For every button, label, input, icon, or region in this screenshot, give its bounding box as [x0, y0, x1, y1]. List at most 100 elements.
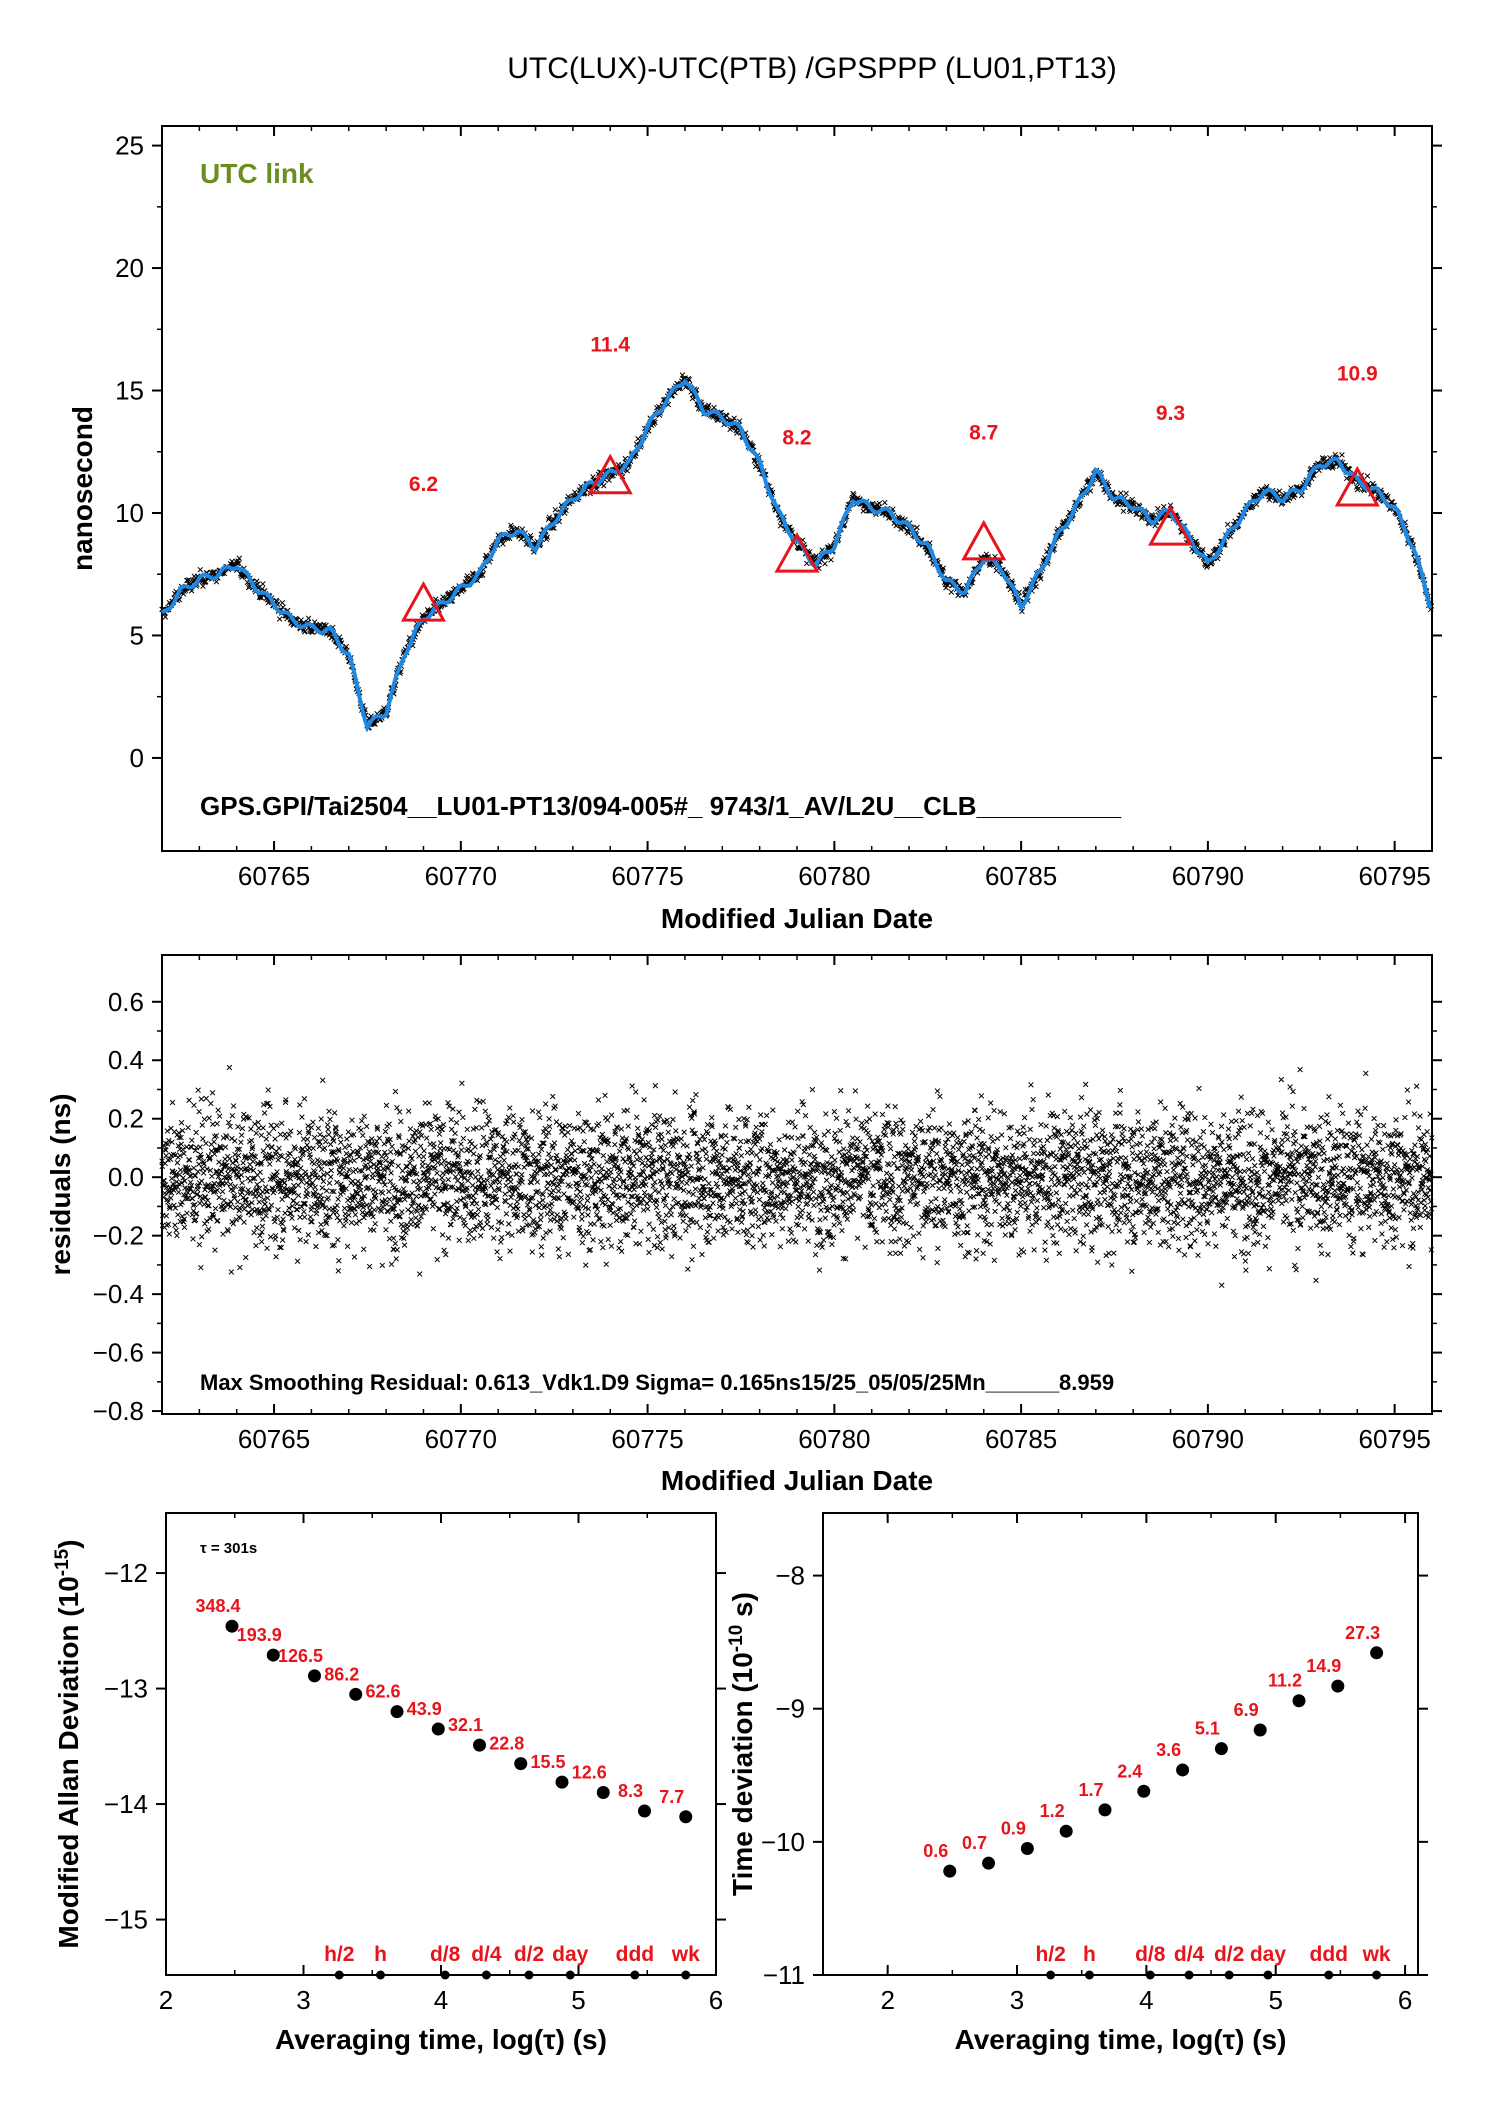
residual-point: [822, 1215, 829, 1221]
residual-point: [480, 1134, 487, 1141]
residual-point: [470, 1151, 477, 1157]
residual-point: [279, 1237, 286, 1243]
residual-point: [715, 1228, 721, 1234]
residual-point: [584, 1197, 591, 1204]
raw-point: [518, 536, 524, 542]
residual-point: [767, 1141, 774, 1148]
residual-point: [535, 1109, 542, 1115]
residual-point: [297, 1236, 303, 1243]
residual-point: [303, 1238, 309, 1245]
residual-point: [257, 1169, 263, 1175]
residual-point: [738, 1152, 745, 1159]
residual-point: [436, 1131, 443, 1137]
residual-point: [366, 1263, 373, 1270]
x-tick-label: 60790: [1172, 861, 1244, 891]
residual-point: [212, 1205, 219, 1212]
residual-point: [226, 1156, 233, 1162]
triangle-value-label: 11.4: [590, 333, 630, 356]
residual-point: [416, 1177, 423, 1184]
residual-point: [685, 1266, 691, 1272]
residual-point: [388, 1170, 394, 1176]
residual-point: [275, 1206, 281, 1213]
residual-point: [846, 1148, 852, 1155]
residual-point: [327, 1116, 333, 1123]
residual-point: [291, 1182, 297, 1189]
residual-point: [301, 1095, 308, 1102]
residual-point: [501, 1157, 507, 1164]
residual-point: [763, 1189, 769, 1196]
residual-point: [474, 1159, 481, 1165]
residual-point: [480, 1098, 486, 1105]
residual-point: [564, 1171, 570, 1178]
residual-point: [576, 1224, 583, 1231]
residual-point: [492, 1162, 498, 1169]
residual-point: [263, 1212, 269, 1219]
residual-point: [540, 1235, 546, 1241]
residual-point: [351, 1254, 358, 1260]
residual-point: [279, 1196, 285, 1203]
residual-point: [211, 1139, 217, 1145]
residual-point: [264, 1143, 271, 1149]
residual-point: [537, 1216, 544, 1223]
raw-point: [276, 616, 283, 622]
triangle-value-label: 10.9: [1337, 363, 1378, 386]
residual-point: [663, 1232, 669, 1238]
link-annotation: GPS.GPI/Tai2504__LU01-PT13/094-005#_ 974…: [200, 791, 1122, 821]
residual-point: [605, 1141, 612, 1148]
residual-point: [276, 1145, 282, 1152]
residual-point: [662, 1142, 669, 1149]
residual-point: [190, 1236, 196, 1242]
residual-point: [261, 1110, 268, 1116]
residual-point: [458, 1147, 465, 1153]
residual-point: [223, 1180, 229, 1187]
residual-point: [690, 1191, 696, 1198]
residual-point: [253, 1242, 259, 1249]
raw-point: [860, 508, 867, 514]
raw-point: [258, 595, 265, 601]
residual-point: [456, 1109, 462, 1115]
residual-point: [396, 1109, 403, 1115]
residual-point: [735, 1229, 741, 1236]
residual-point: [600, 1244, 606, 1251]
residual-point: [612, 1141, 618, 1148]
residual-point: [214, 1120, 220, 1127]
residual-point: [833, 1115, 840, 1121]
residual-point: [579, 1211, 585, 1217]
residual-point: [665, 1129, 672, 1135]
residual-point: [339, 1171, 345, 1177]
residual-point: [723, 1229, 729, 1236]
residual-point: [196, 1241, 203, 1248]
residual-point: [368, 1164, 374, 1170]
residual-point: [392, 1240, 398, 1247]
x-tick-label: 60775: [611, 1424, 683, 1454]
residual-point: [689, 1256, 695, 1263]
calibration-triangle: [961, 519, 1007, 561]
residual-point: [295, 1192, 302, 1199]
residual-point: [248, 1137, 255, 1144]
residual-point: [201, 1116, 208, 1123]
residual-point: [599, 1165, 605, 1172]
residual-point: [428, 1126, 434, 1133]
residual-point: [657, 1239, 663, 1246]
raw-point: [245, 584, 252, 591]
residual-point: [230, 1103, 237, 1109]
residual-point: [296, 1227, 302, 1234]
residual-point: [839, 1227, 845, 1234]
residual-point: [431, 1201, 438, 1208]
residual-point: [413, 1128, 419, 1134]
residual-point: [515, 1147, 521, 1154]
residual-point: [749, 1150, 755, 1156]
residual-point: [278, 1120, 285, 1126]
residual-point: [485, 1213, 491, 1219]
residual-point: [384, 1201, 390, 1208]
residual-point: [800, 1133, 806, 1140]
residual-point: [632, 1178, 639, 1184]
residual-point: [503, 1138, 510, 1145]
raw-point: [1118, 490, 1124, 496]
residual-point: [750, 1244, 756, 1250]
residual-point: [462, 1222, 469, 1229]
residual-point: [816, 1201, 822, 1207]
residual-point: [445, 1176, 451, 1183]
residual-point: [297, 1165, 304, 1171]
residual-point: [693, 1219, 700, 1226]
